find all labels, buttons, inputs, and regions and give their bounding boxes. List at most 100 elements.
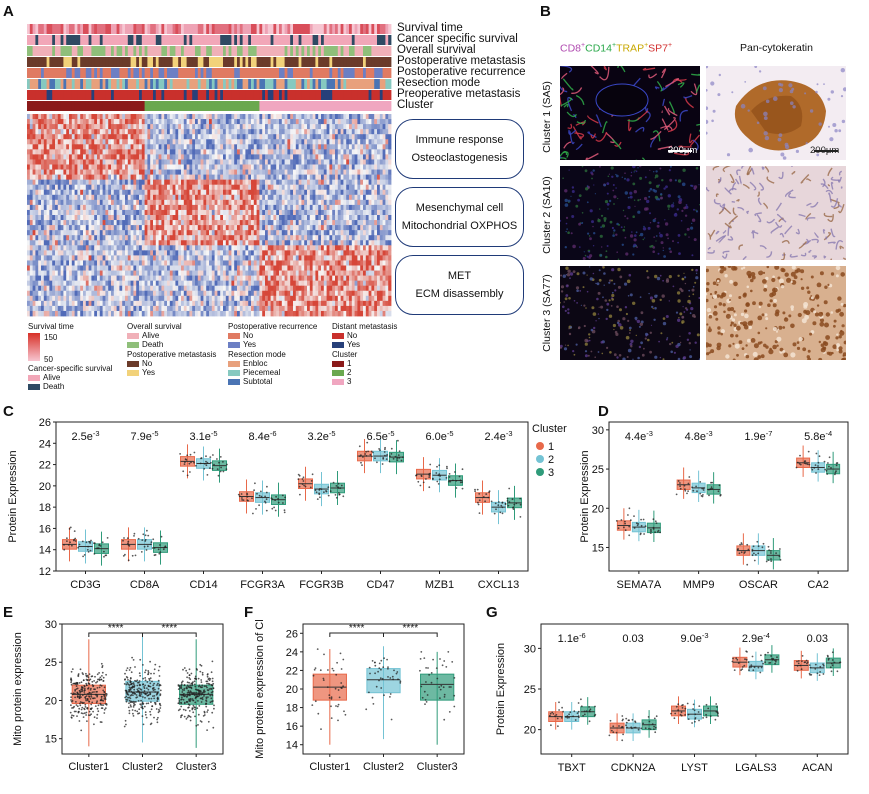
heatmap-cell	[192, 250, 196, 256]
heatmap-cell	[144, 139, 148, 145]
track-cell	[133, 24, 137, 34]
heatmap-cell	[63, 169, 67, 175]
heatmap-cell	[108, 209, 112, 216]
heatmap-cell	[245, 189, 249, 196]
heatmap-cell	[365, 260, 369, 266]
track-cell	[262, 24, 266, 34]
heatmap-cell	[200, 189, 204, 196]
heatmap-cell	[91, 230, 95, 236]
heatmap-cell	[225, 119, 229, 125]
heatmap-cell	[326, 194, 330, 201]
heatmap-cell	[43, 114, 47, 120]
heatmap-cell	[357, 204, 361, 211]
track-cell	[307, 35, 311, 45]
track-cell	[388, 57, 392, 67]
heatmap-cell	[91, 139, 95, 145]
heatmap-cell	[326, 230, 330, 236]
heatmap-cell	[335, 119, 339, 125]
heatmap-cell	[248, 169, 252, 175]
heatmap-cell	[379, 235, 383, 241]
heatmap-cell	[169, 119, 173, 125]
heatmap-cell	[169, 260, 173, 266]
heatmap-cell	[323, 159, 327, 165]
heatmap-cell	[217, 119, 221, 125]
heatmap-cell	[130, 169, 134, 175]
track-cell	[189, 90, 193, 100]
heatmap-cell	[382, 169, 386, 175]
heatmap-cell	[388, 220, 392, 226]
track-cell	[211, 79, 215, 89]
heatmap-cell	[35, 144, 39, 150]
heatmap-cell	[57, 230, 61, 236]
heatmap-cell	[125, 139, 129, 145]
heatmap-cell	[122, 139, 126, 145]
track-cell	[228, 35, 232, 45]
track-cell	[304, 68, 308, 78]
track-cell	[262, 90, 266, 100]
heatmap-cell	[309, 240, 313, 246]
heatmap-cell	[304, 129, 308, 135]
heatmap-cell	[256, 204, 260, 211]
heatmap-cell	[71, 184, 75, 191]
heatmap-cell	[60, 204, 64, 211]
heatmap-cell	[365, 235, 369, 241]
heatmap-cell	[385, 194, 389, 201]
heatmap-cell	[178, 164, 182, 170]
heatmap-cell	[91, 235, 95, 241]
track-cell	[91, 79, 95, 89]
heatmap-cell	[307, 184, 311, 191]
track-cell	[111, 68, 115, 78]
heatmap-cell	[203, 124, 207, 130]
track-cell	[49, 57, 53, 67]
heatmap-cell	[147, 114, 151, 120]
heatmap-cell	[357, 119, 361, 125]
track-cell	[357, 24, 361, 34]
heatmap-cell	[52, 149, 56, 155]
heatmap-cell	[119, 134, 123, 140]
track-cell	[144, 24, 148, 34]
heatmap-cell	[181, 154, 185, 160]
heatmap-cell	[239, 129, 243, 135]
heatmap-cell	[388, 189, 392, 196]
track-cell	[335, 68, 339, 78]
track-cell	[105, 90, 109, 100]
track-cell	[382, 57, 386, 67]
heatmap-cell	[377, 235, 381, 241]
track-cell	[388, 90, 392, 100]
heatmap-cell	[287, 154, 291, 160]
heatmap-cell	[139, 159, 143, 165]
track-cell	[214, 57, 218, 67]
heatmap-cell	[66, 215, 70, 221]
heatmap-cell	[85, 164, 89, 170]
heatmap-cell	[46, 149, 50, 155]
heatmap-cell	[309, 230, 313, 236]
track-cell	[127, 24, 131, 34]
heatmap-cell	[111, 255, 115, 261]
heatmap-cell	[74, 194, 78, 201]
heatmap-cell	[150, 265, 154, 271]
heatmap-cell	[38, 235, 42, 241]
heatmap-cell	[29, 179, 33, 186]
heatmap-cell	[262, 199, 266, 206]
heatmap-cell	[141, 250, 145, 256]
heatmap-cell	[85, 220, 89, 226]
heatmap-cell	[169, 250, 173, 256]
track-cell	[27, 35, 31, 45]
heatmap-cell	[41, 265, 45, 271]
heatmap-cell	[111, 199, 115, 206]
heatmap-cell	[242, 235, 246, 241]
heatmap-cell	[41, 245, 45, 251]
heatmap-cell	[197, 189, 201, 196]
track-cell	[270, 24, 274, 34]
track-cell	[29, 57, 33, 67]
heatmap-cell	[35, 255, 39, 261]
heatmap-cell	[304, 159, 308, 165]
heatmap-cell	[377, 194, 381, 201]
track-cell	[105, 24, 109, 34]
heatmap-cell	[270, 209, 274, 216]
track-cell	[136, 24, 140, 34]
heatmap-cell	[293, 174, 297, 181]
heatmap-cell	[295, 220, 299, 226]
heatmap-cell	[181, 129, 185, 135]
heatmap-cell	[234, 144, 238, 150]
